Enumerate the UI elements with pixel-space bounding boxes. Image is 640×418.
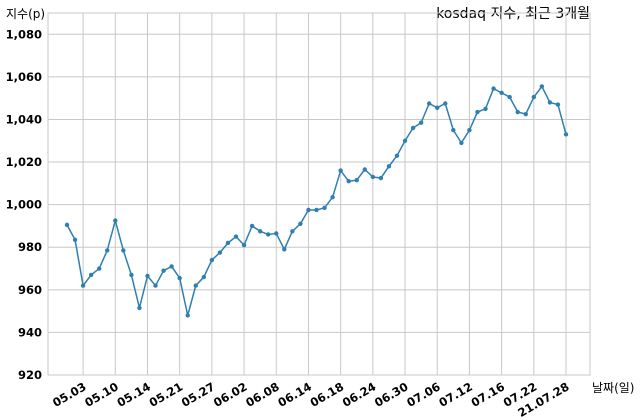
point (547, 100, 553, 105)
point (418, 120, 424, 125)
x-tick-label: 05.21 (147, 379, 186, 409)
point (88, 272, 94, 278)
point (330, 194, 335, 200)
point (266, 232, 271, 237)
y-tick-label: 1,040 (6, 112, 42, 126)
point (394, 153, 400, 158)
point (467, 127, 472, 133)
point (177, 275, 182, 281)
point (137, 305, 142, 311)
point (435, 105, 440, 110)
point (362, 167, 367, 172)
point (185, 313, 190, 318)
point (153, 283, 158, 288)
y-tick-label: 960 (18, 283, 42, 297)
point (233, 234, 239, 239)
point (346, 179, 351, 184)
point (129, 272, 134, 278)
point (290, 229, 295, 234)
point (64, 222, 70, 228)
point (523, 111, 528, 117)
point (314, 207, 319, 213)
point (531, 94, 537, 100)
point (451, 127, 456, 133)
point (386, 164, 392, 169)
point (507, 94, 512, 100)
y-tick-label: 920 (18, 368, 42, 382)
point (443, 101, 448, 106)
y-axis-label: 지수(p) (6, 7, 45, 21)
point (96, 266, 102, 271)
point (483, 106, 488, 112)
x-tick-label: 07.06 (404, 379, 443, 409)
point (402, 138, 408, 143)
point (241, 242, 247, 248)
point (217, 250, 223, 255)
x-tick-label: 07.16 (469, 379, 508, 409)
point (282, 247, 287, 252)
y-tick-label: 940 (18, 325, 42, 339)
point (410, 125, 416, 131)
point (72, 237, 78, 242)
point (274, 231, 279, 236)
point (378, 175, 384, 181)
point (563, 132, 569, 137)
point (354, 177, 359, 183)
point (80, 283, 86, 288)
x-tick-label: 06.14 (275, 379, 314, 409)
point (338, 168, 343, 173)
x-tick-label: 06.02 (211, 379, 250, 409)
point (161, 268, 166, 273)
point (169, 264, 174, 269)
point (121, 248, 126, 253)
point (113, 218, 118, 223)
x-tick-label: 06.30 (372, 379, 411, 409)
x-tick-label: 06.18 (308, 379, 347, 409)
y-tick-label: 1,020 (6, 155, 42, 169)
point (257, 229, 263, 234)
point (499, 90, 504, 96)
chart-title: kosdaq 지수, 최근 3개월 (436, 6, 590, 22)
point (209, 257, 215, 263)
x-tick-label: 06.24 (340, 379, 379, 409)
x-tick-label: 05.03 (50, 379, 89, 409)
y-tick-label: 1,080 (6, 27, 42, 41)
point (249, 223, 255, 229)
y-tick-label: 1,060 (6, 70, 42, 84)
point (306, 207, 311, 213)
point (105, 248, 110, 253)
x-axis-label: 날짜(일) (592, 381, 634, 395)
line (66, 85, 567, 316)
point (298, 221, 303, 227)
point (426, 101, 432, 106)
plot-frame (47, 12, 591, 376)
point (370, 174, 376, 180)
point (555, 102, 561, 107)
point (459, 140, 464, 146)
point (491, 86, 496, 91)
point (515, 109, 520, 115)
x-tick-label: 05.10 (82, 379, 121, 409)
point (145, 273, 150, 279)
y-tick-label: 1,000 (6, 198, 42, 212)
point (201, 274, 207, 280)
x-tick-label: 05.14 (114, 379, 153, 409)
point (322, 205, 327, 211)
point (539, 84, 545, 89)
point (475, 109, 480, 115)
y-tick-label: 980 (18, 240, 42, 254)
point (225, 240, 231, 246)
x-tick-label: 05.27 (179, 379, 218, 409)
point (193, 283, 198, 288)
x-tick-label: 07.12 (436, 379, 475, 409)
x-tick-label: 06.08 (243, 379, 282, 409)
